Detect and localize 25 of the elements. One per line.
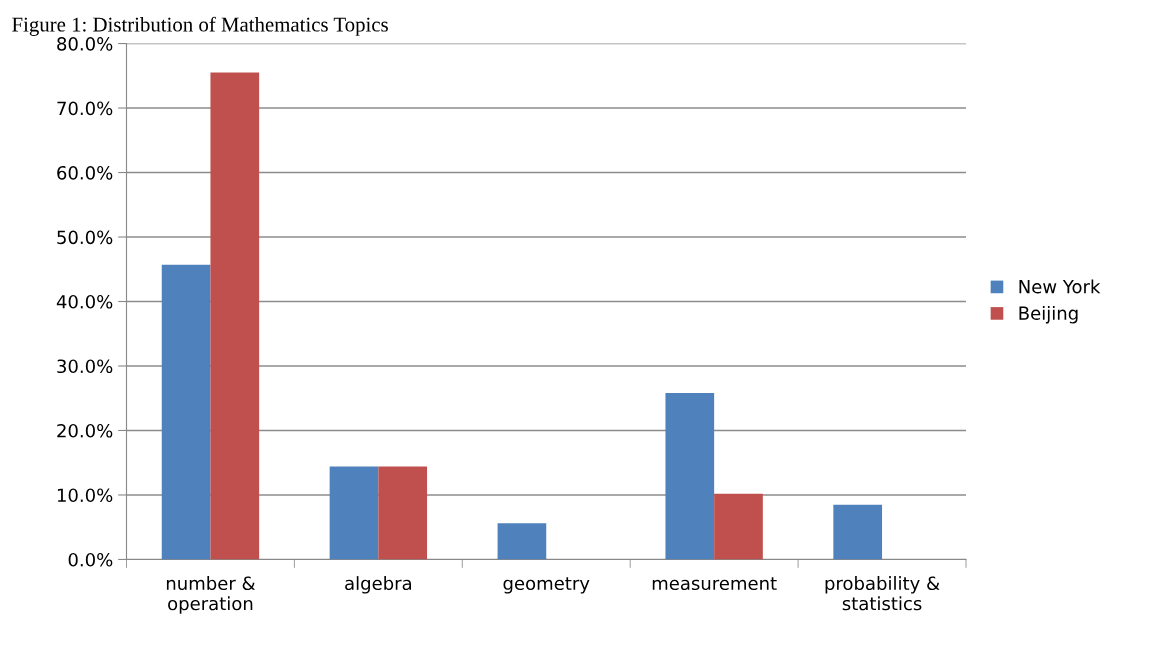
bar: [714, 493, 763, 560]
x-tick-label: probability & statistics: [825, 576, 940, 611]
y-tick-label: 60.0%: [57, 165, 113, 180]
y-tick-label: 50.0%: [57, 230, 113, 245]
bar: [497, 523, 547, 560]
y-tick-label: 30.0%: [57, 359, 113, 374]
bar: [329, 466, 379, 560]
legend-label: New York: [1019, 279, 1101, 294]
bar: [210, 72, 260, 560]
x-tick-label: geometry: [503, 577, 590, 594]
y-tick-label: 20.0%: [57, 423, 113, 438]
legend-label: Beijing: [1019, 306, 1078, 324]
bar: [665, 393, 715, 560]
y-tick-label: 10.0%: [57, 488, 113, 503]
x-tick-label: algebra: [345, 576, 412, 594]
chart-title: Figure 1: Distribution of Mathematics Topics: [12, 16, 388, 36]
bar: [833, 504, 883, 560]
bar: [378, 466, 428, 560]
y-tick-label: 70.0%: [57, 101, 113, 116]
bar: [161, 264, 211, 560]
y-tick-label: 0.0%: [68, 552, 113, 567]
y-tick-label: 80.0%: [57, 37, 113, 51]
x-tick-label: measurement: [652, 577, 777, 591]
x-tick-label: number & operation: [166, 576, 256, 614]
y-tick-label: 40.0%: [56, 294, 113, 309]
